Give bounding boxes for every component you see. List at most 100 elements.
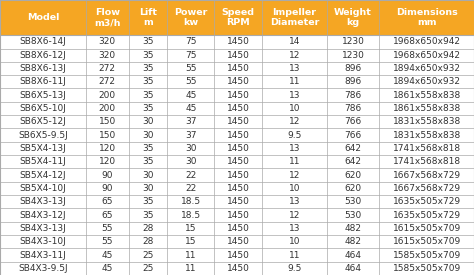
Bar bbox=[167, 75, 214, 89]
Bar bbox=[86, 75, 128, 89]
Bar bbox=[128, 48, 167, 62]
Text: Dimensions
mm: Dimensions mm bbox=[396, 8, 457, 27]
Bar bbox=[327, 0, 379, 35]
Bar bbox=[327, 208, 379, 222]
Text: 45: 45 bbox=[101, 264, 113, 273]
Bar bbox=[379, 208, 474, 222]
Bar bbox=[262, 48, 327, 62]
Bar bbox=[0, 62, 86, 75]
Bar bbox=[214, 208, 262, 222]
Bar bbox=[128, 248, 167, 262]
Text: 1585x505x709: 1585x505x709 bbox=[392, 251, 461, 260]
Text: Speed
RPM: Speed RPM bbox=[222, 8, 255, 27]
Text: 464: 464 bbox=[345, 264, 362, 273]
Text: 37: 37 bbox=[185, 131, 197, 140]
Bar bbox=[167, 182, 214, 195]
Bar bbox=[128, 195, 167, 208]
Text: 1450: 1450 bbox=[227, 264, 250, 273]
Text: 37: 37 bbox=[185, 117, 197, 126]
Text: SB8X6-11J: SB8X6-11J bbox=[19, 77, 66, 86]
Bar bbox=[262, 75, 327, 89]
Text: 12: 12 bbox=[289, 211, 300, 219]
Text: 482: 482 bbox=[345, 224, 362, 233]
Text: 55: 55 bbox=[185, 64, 197, 73]
Bar bbox=[327, 62, 379, 75]
Bar bbox=[0, 115, 86, 128]
Bar bbox=[167, 208, 214, 222]
Text: SB6X5-13J: SB6X5-13J bbox=[19, 91, 66, 100]
Text: 1450: 1450 bbox=[227, 77, 250, 86]
Bar bbox=[327, 168, 379, 182]
Bar bbox=[214, 182, 262, 195]
Bar bbox=[262, 0, 327, 35]
Bar bbox=[0, 89, 86, 102]
Bar bbox=[167, 102, 214, 115]
Bar bbox=[379, 62, 474, 75]
Bar bbox=[327, 48, 379, 62]
Text: 272: 272 bbox=[99, 77, 116, 86]
Bar bbox=[167, 128, 214, 142]
Bar bbox=[214, 235, 262, 248]
Text: 200: 200 bbox=[99, 104, 116, 113]
Bar bbox=[0, 75, 86, 89]
Text: 12: 12 bbox=[289, 117, 300, 126]
Bar bbox=[167, 62, 214, 75]
Text: 1450: 1450 bbox=[227, 117, 250, 126]
Text: 75: 75 bbox=[185, 51, 197, 60]
Bar bbox=[262, 248, 327, 262]
Text: 30: 30 bbox=[142, 131, 154, 140]
Text: 55: 55 bbox=[101, 237, 113, 246]
Text: 90: 90 bbox=[101, 170, 113, 180]
Bar bbox=[167, 168, 214, 182]
Bar bbox=[86, 35, 128, 48]
Bar bbox=[327, 128, 379, 142]
Bar bbox=[214, 89, 262, 102]
Text: 1450: 1450 bbox=[227, 131, 250, 140]
Text: 35: 35 bbox=[142, 211, 154, 219]
Text: 1450: 1450 bbox=[227, 144, 250, 153]
Text: SB8X6-13J: SB8X6-13J bbox=[19, 64, 66, 73]
Bar bbox=[0, 0, 86, 35]
Text: 45: 45 bbox=[185, 104, 196, 113]
Bar bbox=[379, 102, 474, 115]
Bar bbox=[379, 128, 474, 142]
Text: 75: 75 bbox=[185, 37, 197, 46]
Bar bbox=[379, 235, 474, 248]
Bar bbox=[327, 248, 379, 262]
Bar bbox=[167, 115, 214, 128]
Text: 1450: 1450 bbox=[227, 211, 250, 219]
Text: 30: 30 bbox=[185, 157, 197, 166]
Text: 1667x568x729: 1667x568x729 bbox=[392, 170, 461, 180]
Bar bbox=[0, 35, 86, 48]
Bar bbox=[86, 115, 128, 128]
Text: 13: 13 bbox=[289, 91, 300, 100]
Bar bbox=[86, 248, 128, 262]
Text: 120: 120 bbox=[99, 157, 116, 166]
Text: 11: 11 bbox=[185, 251, 197, 260]
Bar bbox=[167, 0, 214, 35]
Text: 25: 25 bbox=[142, 264, 154, 273]
Bar bbox=[86, 195, 128, 208]
Text: 766: 766 bbox=[345, 117, 362, 126]
Text: 642: 642 bbox=[345, 157, 362, 166]
Bar bbox=[379, 35, 474, 48]
Text: Model: Model bbox=[27, 13, 59, 22]
Text: 1861x558x838: 1861x558x838 bbox=[392, 91, 461, 100]
Bar bbox=[167, 48, 214, 62]
Bar bbox=[262, 262, 327, 275]
Bar bbox=[128, 35, 167, 48]
Text: 1615x505x709: 1615x505x709 bbox=[392, 237, 461, 246]
Bar bbox=[167, 195, 214, 208]
Bar bbox=[379, 262, 474, 275]
Bar bbox=[379, 142, 474, 155]
Text: 1831x558x838: 1831x558x838 bbox=[392, 131, 461, 140]
Bar bbox=[214, 155, 262, 168]
Text: 1635x505x729: 1635x505x729 bbox=[392, 197, 461, 206]
Bar bbox=[379, 248, 474, 262]
Bar bbox=[327, 235, 379, 248]
Bar bbox=[262, 35, 327, 48]
Text: 15: 15 bbox=[185, 237, 197, 246]
Text: 35: 35 bbox=[142, 197, 154, 206]
Bar bbox=[167, 262, 214, 275]
Bar bbox=[167, 142, 214, 155]
